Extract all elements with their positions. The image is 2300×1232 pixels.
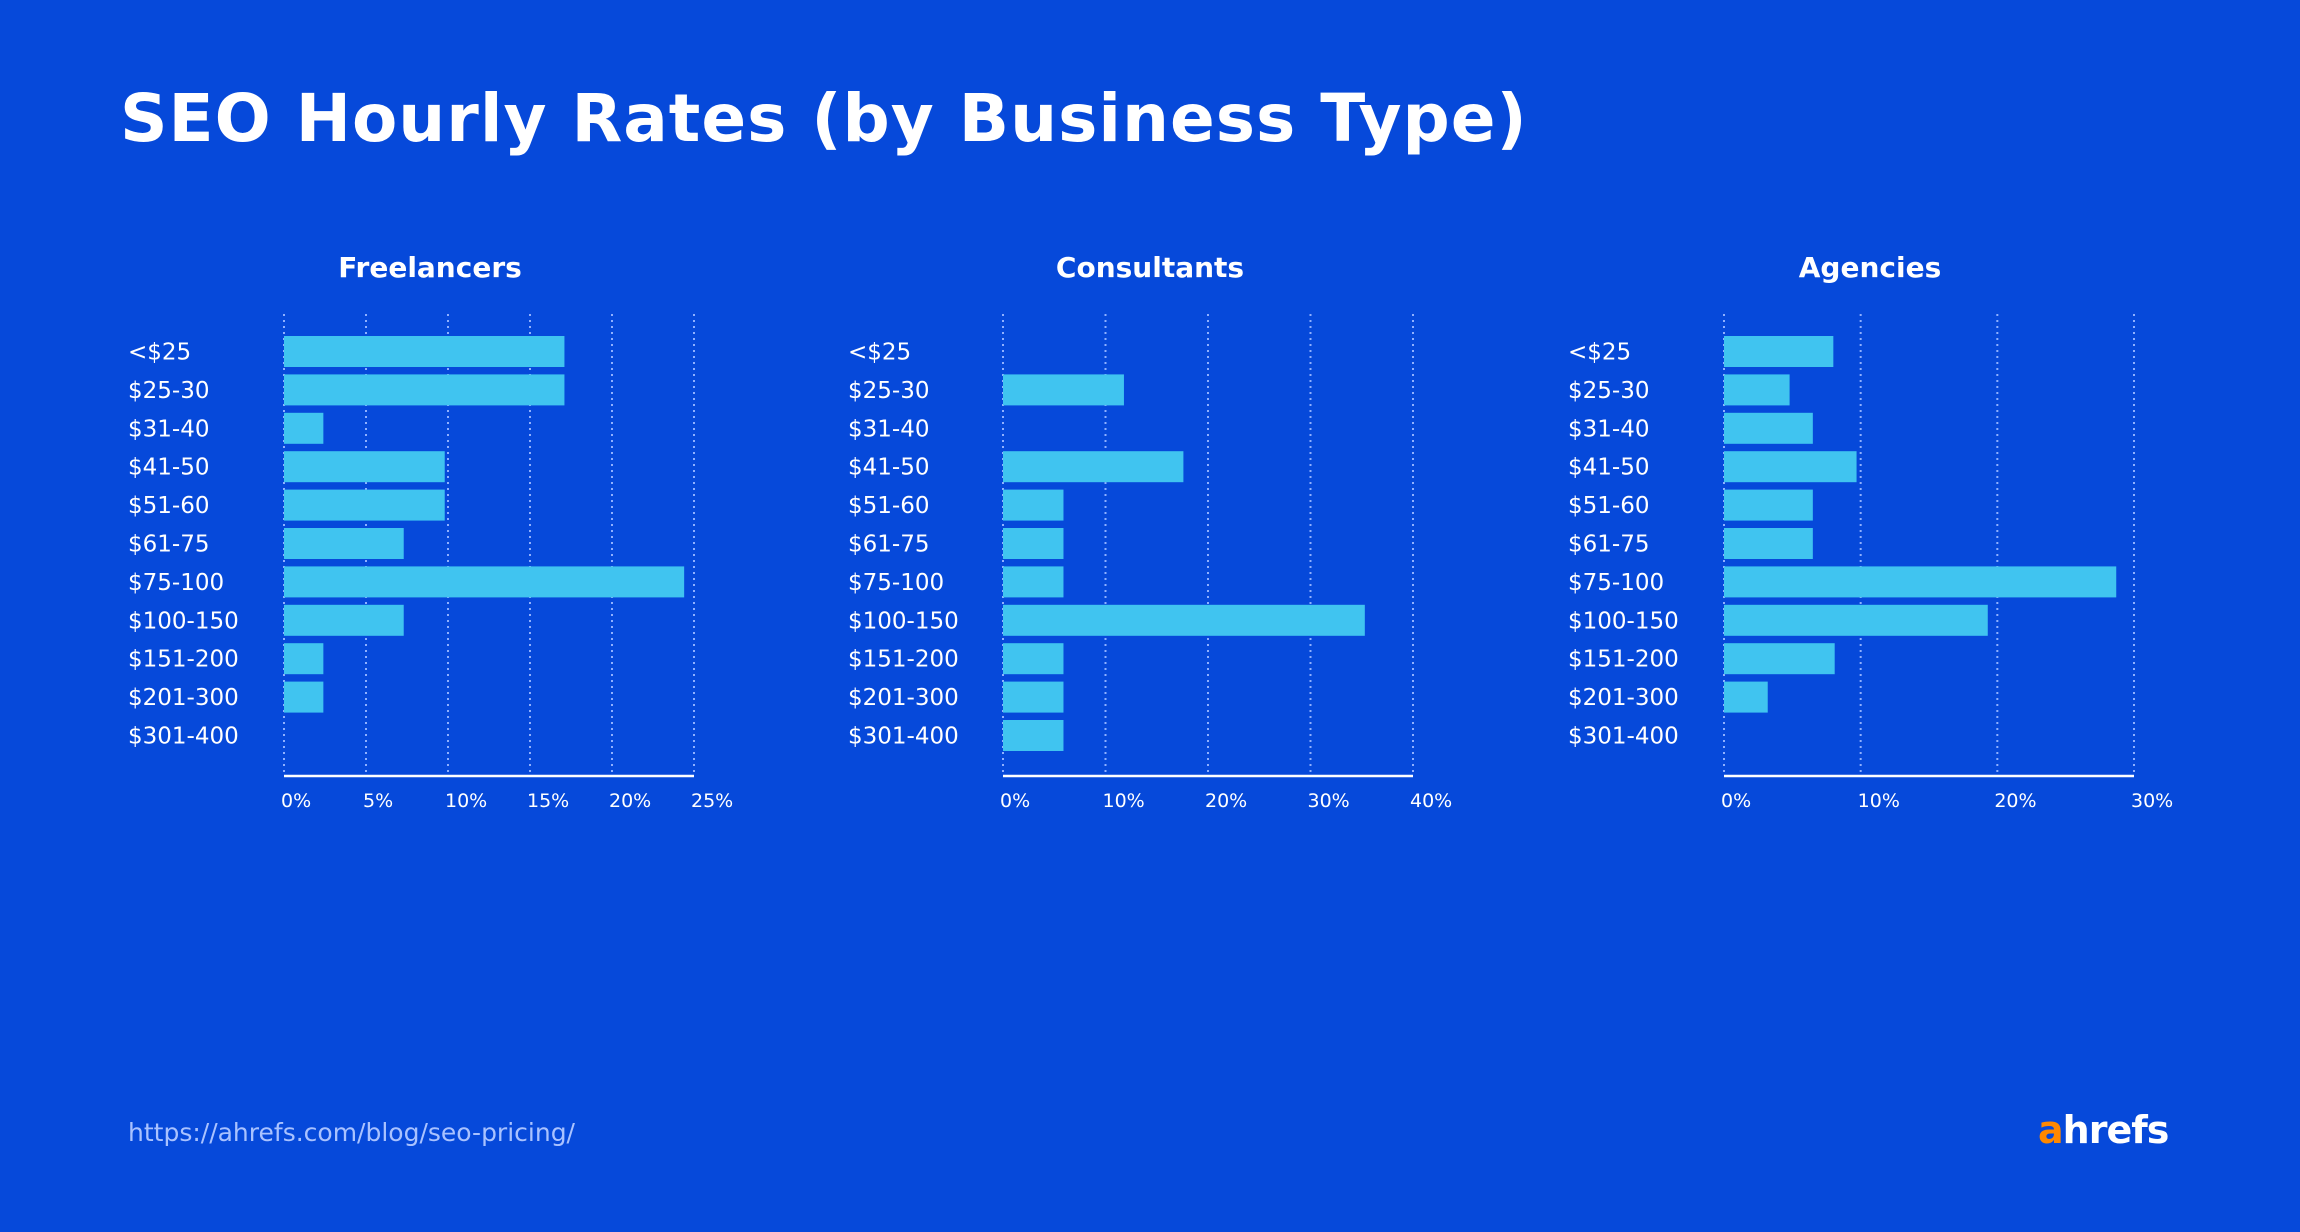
tick-label: 10% — [1858, 790, 1900, 812]
tick-label: 0% — [1000, 790, 1030, 812]
bar — [284, 681, 324, 713]
bar — [284, 566, 685, 598]
category-label: $75-100 — [1568, 570, 1664, 596]
category-label: $100-150 — [848, 608, 959, 634]
category-label: $151-200 — [128, 647, 239, 673]
bar — [1724, 412, 1813, 444]
bar — [1724, 528, 1813, 559]
category-label: $100-150 — [1568, 608, 1679, 634]
tick-label: 30% — [2131, 790, 2173, 812]
logo-a: a — [2038, 1108, 2064, 1152]
bar — [1003, 566, 1064, 598]
bar — [1003, 604, 1365, 636]
tick-label: 20% — [1994, 790, 2036, 812]
bar — [1724, 604, 1988, 636]
bar — [1724, 451, 1857, 483]
category-label: $31-40 — [128, 416, 209, 442]
tick-label: 20% — [1205, 790, 1247, 812]
tick-label: 10% — [445, 790, 487, 812]
logo-rest: hrefs — [2062, 1108, 2170, 1152]
category-label: $75-100 — [128, 570, 224, 596]
bar — [1003, 643, 1064, 675]
category-label: $41-50 — [848, 455, 929, 481]
ahrefs-logo: ahrefs — [2038, 1108, 2170, 1152]
bar — [284, 528, 404, 559]
bar — [1724, 566, 2117, 598]
category-label: $31-40 — [1568, 416, 1649, 442]
category-label: $301-400 — [848, 724, 959, 750]
page-title: SEO Hourly Rates (by Business Type) — [120, 80, 1528, 157]
tick-label: 25% — [691, 790, 733, 812]
category-label: $51-60 — [848, 493, 929, 519]
bar — [1003, 489, 1064, 521]
category-label: $61-75 — [1568, 532, 1649, 558]
bar — [1003, 681, 1064, 713]
category-label: $25-30 — [848, 378, 929, 404]
bar — [1003, 451, 1184, 483]
bar — [284, 451, 445, 483]
category-label: $51-60 — [128, 493, 209, 519]
tick-label: 30% — [1308, 790, 1350, 812]
tick-label: 0% — [1721, 790, 1751, 812]
bar — [1003, 528, 1064, 559]
bar — [1003, 374, 1124, 406]
tick-label: 0% — [281, 790, 311, 812]
category-label: $151-200 — [1568, 647, 1679, 673]
chart-title: Consultants — [1056, 251, 1244, 284]
category-label: $41-50 — [128, 455, 209, 481]
bar — [284, 374, 565, 406]
bar — [1724, 681, 1768, 713]
tick-label: 40% — [1410, 790, 1452, 812]
bar — [284, 643, 324, 675]
category-label: $61-75 — [848, 532, 929, 558]
bar — [284, 604, 404, 636]
category-label: $61-75 — [128, 532, 209, 558]
category-label: $51-60 — [1568, 493, 1649, 519]
chart-title: Agencies — [1799, 251, 1942, 284]
bar — [284, 412, 324, 444]
bar — [1724, 374, 1790, 406]
category-label: $25-30 — [1568, 378, 1649, 404]
category-label: $100-150 — [128, 608, 239, 634]
category-label: $25-30 — [128, 378, 209, 404]
bar — [284, 336, 565, 367]
category-label: $201-300 — [128, 685, 239, 711]
source-url: https://ahrefs.com/blog/seo-pricing/ — [128, 1118, 575, 1147]
category-label: $75-100 — [848, 570, 944, 596]
category-label: <$25 — [128, 340, 191, 366]
bar — [1724, 489, 1813, 521]
tick-label: 5% — [363, 790, 393, 812]
bar — [1724, 643, 1835, 675]
category-label: $201-300 — [1568, 685, 1679, 711]
category-label: $301-400 — [1568, 724, 1679, 750]
category-label: $41-50 — [1568, 455, 1649, 481]
bar — [1003, 720, 1064, 751]
bar — [1724, 336, 1834, 367]
tick-label: 20% — [609, 790, 651, 812]
category-label: <$25 — [1568, 340, 1631, 366]
category-label: $301-400 — [128, 724, 239, 750]
tick-label: 10% — [1103, 790, 1145, 812]
category-label: $201-300 — [848, 685, 959, 711]
bar — [284, 489, 445, 521]
chart-title: Freelancers — [338, 251, 522, 284]
category-label: $151-200 — [848, 647, 959, 673]
category-label: <$25 — [848, 340, 911, 366]
tick-label: 15% — [527, 790, 569, 812]
category-label: $31-40 — [848, 416, 929, 442]
